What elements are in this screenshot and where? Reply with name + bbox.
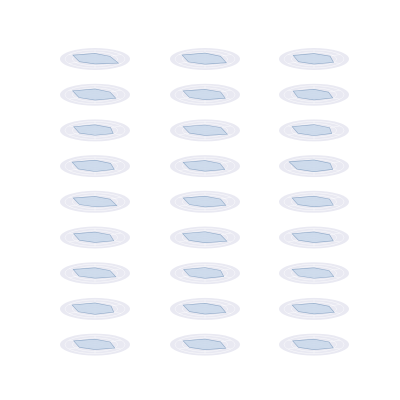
radar-panel (279, 297, 349, 320)
radar-series-polygon (292, 338, 334, 350)
radar-series-polygon (292, 88, 334, 101)
radar-series-polygon (182, 89, 226, 100)
radar-series-polygon (291, 124, 333, 136)
radar-series-polygon (182, 195, 227, 208)
radar-series-polygon (72, 267, 117, 279)
radar-panel (279, 155, 349, 178)
radar-series-polygon (182, 160, 226, 172)
radar-series-polygon (292, 53, 334, 65)
radar-panel (279, 48, 349, 70)
radar-series-polygon (182, 124, 228, 136)
radar-series-polygon (72, 53, 120, 65)
radar-series-polygon (291, 267, 335, 279)
radar-panel (60, 83, 130, 106)
radar-panel (170, 190, 240, 213)
radar-panel (60, 119, 130, 142)
radar-panel (279, 226, 349, 249)
radar-panel (279, 119, 349, 142)
radar-panel (60, 226, 130, 249)
radar-panel (170, 333, 240, 356)
radar-panel (60, 155, 130, 178)
radar-series-polygon (72, 88, 117, 101)
radar-panel (170, 262, 240, 285)
radar-panel (170, 83, 240, 106)
radar-series-polygon (183, 267, 225, 279)
radar-panel (279, 333, 349, 356)
radar-panel (170, 48, 240, 70)
radar-panel (60, 333, 130, 356)
radar-series-polygon (71, 159, 115, 172)
radar-panel (60, 262, 130, 285)
radar-series-polygon (72, 196, 118, 208)
radar-panel (170, 226, 240, 249)
radar-series-polygon (288, 159, 334, 172)
radar-series-polygon (291, 303, 335, 315)
radar-panel (170, 297, 240, 320)
radar-panel (170, 119, 240, 142)
radar-series-polygon (291, 231, 334, 243)
radar-series-polygon (73, 338, 116, 350)
radar-panel (279, 262, 349, 285)
radar-series-polygon (182, 231, 228, 244)
radar-series-polygon (291, 195, 334, 208)
radar-series-polygon (182, 303, 227, 315)
radar-series-polygon (71, 302, 115, 315)
radar-panel (279, 83, 349, 106)
radar-panel (279, 190, 349, 213)
radar-series-polygon (73, 231, 115, 243)
radar-series-polygon (73, 124, 114, 136)
radar-panel (60, 190, 130, 213)
radar-panel (60, 297, 130, 320)
radar-panel (60, 48, 130, 70)
radar-panel (170, 155, 240, 178)
radar-series-polygon (181, 52, 227, 65)
radar-series-polygon (182, 338, 227, 351)
